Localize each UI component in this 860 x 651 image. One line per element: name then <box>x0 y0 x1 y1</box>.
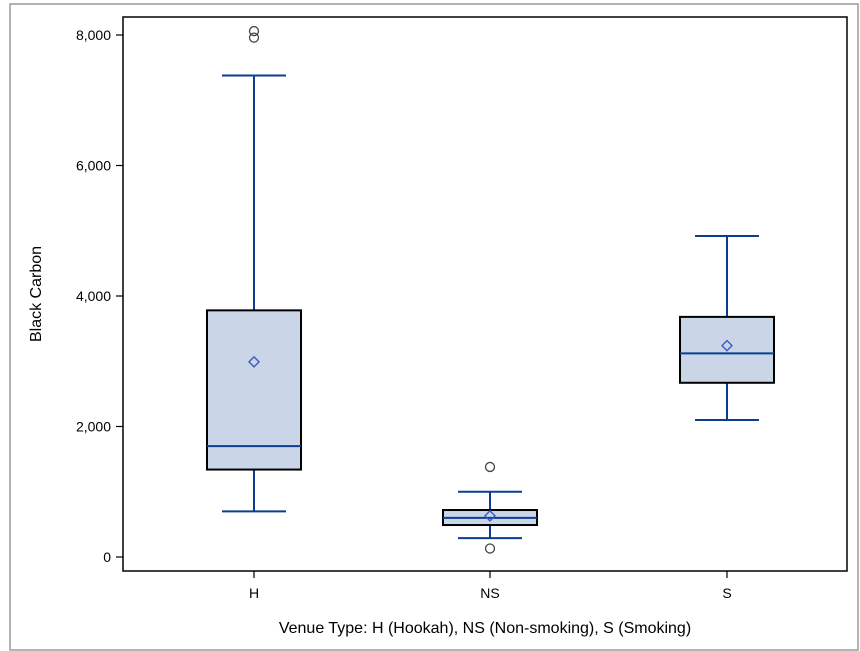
y-tick-label: 4,000 <box>76 288 111 304</box>
y-tick-label: 8,000 <box>76 27 111 43</box>
x-tick-label: H <box>249 585 259 601</box>
outlier-point <box>484 543 496 554</box>
x-axis: H NS S <box>249 571 732 601</box>
x-tick-label: S <box>722 585 731 601</box>
mean-marker <box>721 339 733 352</box>
plot-area <box>122 16 848 572</box>
iqr-box <box>206 309 302 471</box>
y-axis: 0 2,000 4,000 6,000 8,000 <box>76 27 123 565</box>
box-series <box>206 25 775 554</box>
mean-marker <box>484 509 496 522</box>
x-axis-title: Venue Type: H (Hookah), NS (Non-smoking)… <box>279 620 691 637</box>
box-s <box>679 234 775 421</box>
y-tick-label: 6,000 <box>76 158 111 174</box>
y-tick-label: 0 <box>103 549 111 565</box>
box-ns <box>442 461 538 554</box>
y-axis-title: Black Carbon <box>28 246 45 342</box>
box-h <box>206 25 302 513</box>
outlier-point <box>484 461 496 473</box>
x-tick-label: NS <box>480 585 499 601</box>
outlier-point <box>248 25 260 37</box>
y-tick-label: 2,000 <box>76 419 111 435</box>
mean-marker <box>248 355 260 368</box>
outlier-point <box>248 32 260 43</box>
